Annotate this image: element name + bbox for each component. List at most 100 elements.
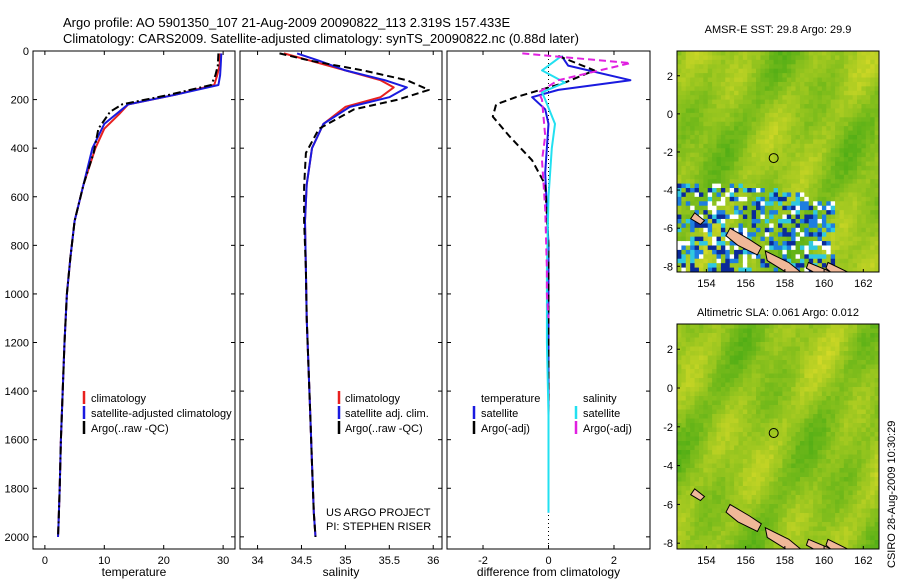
map-cell [821, 373, 827, 379]
map-cell [720, 73, 726, 79]
map-cell [698, 499, 704, 505]
map-cell [720, 364, 726, 370]
map-cell [852, 152, 858, 158]
map-cell [681, 346, 687, 352]
map-cell [677, 165, 682, 171]
map-cell [857, 495, 862, 500]
map-cell [857, 508, 862, 514]
map-cell [712, 205, 718, 211]
map-cell [848, 59, 854, 65]
x-tick-label: 34 [251, 555, 263, 567]
map-cell [773, 174, 779, 180]
map-cell [848, 427, 854, 433]
map-cell [729, 205, 735, 211]
map-cell [756, 369, 761, 374]
map-cell [703, 112, 709, 118]
map-cell [830, 337, 836, 343]
map-cell [764, 126, 770, 132]
map-cell [778, 445, 783, 451]
map-cell [747, 192, 753, 198]
map-cell [769, 64, 775, 70]
map-cell [778, 165, 783, 171]
map-cell [865, 90, 871, 96]
map-cell [857, 513, 862, 518]
map-cell [712, 134, 718, 140]
map-cell [760, 526, 766, 532]
map-cell [694, 64, 700, 70]
map-cell [698, 73, 704, 79]
map-cell [725, 400, 731, 406]
map-cell [843, 355, 849, 361]
map-cell [690, 192, 696, 198]
map-cell [725, 81, 731, 87]
map-cell [720, 64, 726, 70]
map-cell [795, 324, 801, 329]
map-cell [839, 108, 845, 114]
map-cell [821, 324, 827, 329]
map-cell [808, 95, 814, 101]
map-cell [742, 495, 748, 500]
map-cell [690, 210, 696, 216]
map-cell [764, 196, 770, 202]
map-cell [804, 143, 810, 149]
map-cell [681, 531, 687, 536]
map-cell [729, 517, 735, 523]
map-cell [843, 378, 849, 383]
map-cell [707, 77, 713, 83]
map-cell [685, 152, 691, 158]
map-cell [716, 214, 722, 220]
map-cell [725, 77, 731, 83]
map-cell [725, 355, 731, 361]
map-cell [769, 214, 775, 220]
map-cell [698, 201, 704, 207]
map-cell [720, 148, 726, 154]
map-cell [685, 126, 691, 132]
map-cell [712, 143, 718, 149]
map-cell [786, 143, 792, 149]
map-cell [764, 459, 770, 464]
map-cell [795, 517, 801, 523]
map-cell [817, 441, 823, 446]
map-cell [716, 382, 722, 388]
map-cell [677, 526, 682, 532]
map-cell [813, 427, 819, 433]
map-cell [703, 227, 709, 233]
map-cell [786, 183, 792, 189]
map-cell [813, 249, 819, 255]
map-cell [857, 121, 862, 127]
map-cell [681, 241, 687, 246]
map-cell [681, 504, 687, 509]
map-cell [857, 148, 862, 154]
map-cell [681, 522, 687, 527]
map-cell [725, 351, 731, 356]
map-cell [681, 205, 687, 211]
map-cell [791, 405, 797, 410]
map-cell [694, 531, 700, 536]
map-cell [857, 342, 862, 347]
map-cell [703, 328, 709, 334]
map-cell [870, 382, 876, 388]
map-cell [769, 337, 775, 343]
map-cell [826, 117, 832, 123]
map-cell [870, 508, 876, 514]
map-cell [870, 396, 876, 401]
map-cell [795, 459, 801, 464]
map-cell [821, 531, 827, 536]
map-cell [808, 152, 814, 158]
map-cell [821, 472, 827, 478]
map-cell [725, 387, 731, 392]
map-cell [694, 73, 700, 79]
map-cell [769, 414, 775, 419]
map-cell [756, 157, 761, 162]
map-cell [782, 364, 788, 370]
map-cell [756, 117, 761, 123]
map-cell [747, 214, 753, 220]
map-cell [690, 139, 696, 145]
map-cell [764, 342, 770, 347]
map-cell [734, 400, 739, 406]
map-cell [734, 396, 739, 401]
map-cell [703, 201, 709, 207]
map-cell [870, 218, 876, 224]
map-cell [707, 117, 713, 123]
map-cell [835, 360, 840, 365]
